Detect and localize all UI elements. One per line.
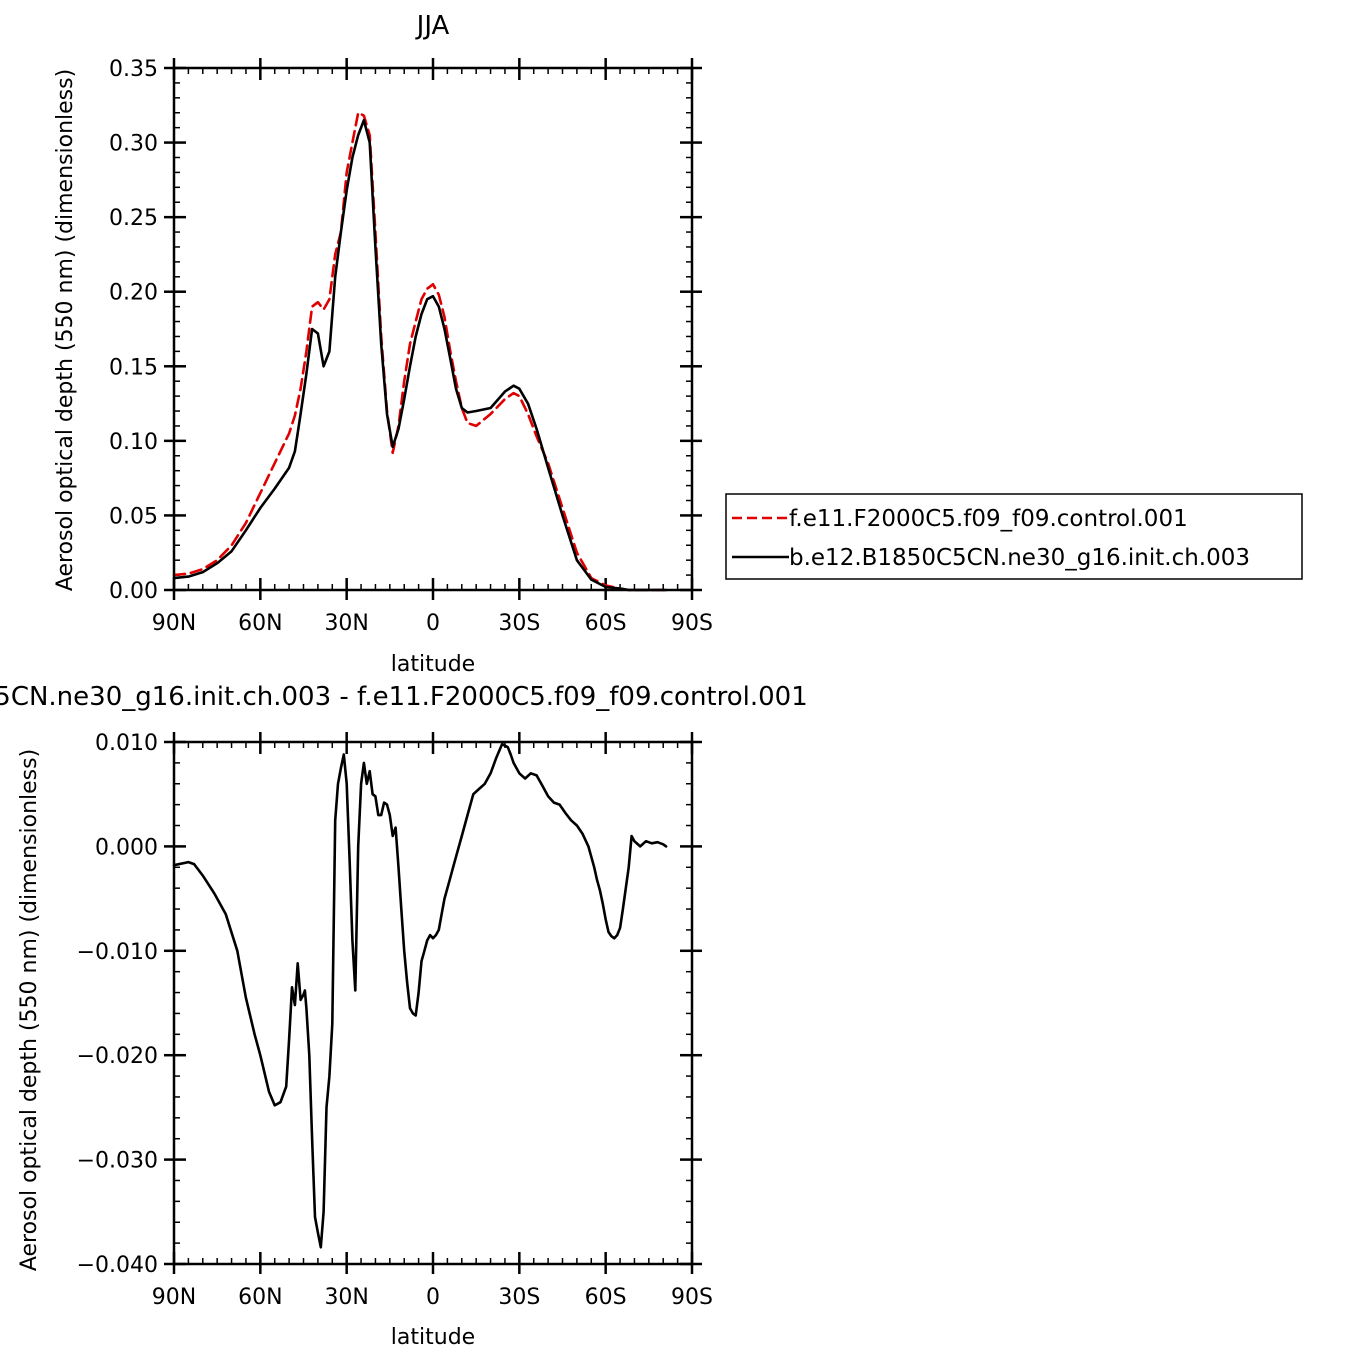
legend-label-experiment: b.e12.B1850C5CN.ne30_g16.init.ch.003 [789,545,1250,571]
top-chart-title: JJA [415,11,450,41]
legend: f.e11.F2000C5.f09_f09.control.001 b.e12.… [725,493,1303,580]
bottom-x-axis-label: latitude [391,1325,475,1350]
bottom-x-tick-label: 60N [238,1285,282,1310]
bottom-y-axis-label: Aerosol optical depth (550 nm) (dimensio… [17,749,42,1271]
top-y-tick-label: 0.05 [109,504,158,529]
top-x-tick-label: 30N [324,611,368,636]
top-x-tick-label: 30S [498,611,540,636]
top-y-tick-label: 0.35 [109,57,158,82]
bottom-panel: b.e12.B1850C5CN.ne30_g16.init.ch.003 - f… [0,682,808,1350]
bottom-y-tick-label: −0.010 [77,940,158,965]
bottom-x-tick-label: 90S [671,1285,713,1310]
top-series-line-experiment [172,118,668,592]
top-y-tick-label: 0.30 [109,132,158,157]
top-y-tick-label: 0.10 [109,430,158,455]
top-x-tick-label: 60S [585,611,627,636]
legend-label-control: f.e11.F2000C5.f09_f09.control.001 [789,506,1188,532]
bottom-plot-frame [172,740,694,1266]
top-x-tick-label: 0 [426,611,440,636]
top-y-tick-label: 0.25 [109,206,158,231]
legend-box [725,493,1303,580]
top-y-tick-label: 0.00 [109,579,158,604]
top-x-tick-label: 90N [152,611,196,636]
bottom-y-tick-label: 0.010 [95,731,158,756]
top-y-axis-label: Aerosol optical depth (550 nm) (dimensio… [53,69,78,591]
bottom-x-tick-label: 30N [324,1285,368,1310]
top-x-tick-label: 60N [238,611,282,636]
bottom-x-tick-label: 0 [426,1285,440,1310]
top-y-tick-label: 0.15 [109,355,158,380]
bottom-y-tick-label: −0.040 [77,1253,158,1278]
top-y-tick-group: 0.00 0.05 0.10 0.15 0.20 0.25 0.30 0.35 [109,57,702,604]
bottom-x-tick-label: 90N [152,1285,196,1310]
bottom-y-tick-label: −0.030 [77,1149,158,1174]
bottom-x-tick-label: 60S [585,1285,627,1310]
bottom-y-tick-label: −0.020 [77,1044,158,1069]
bottom-y-tick-label: 0.000 [95,835,158,860]
top-x-axis-label: latitude [391,652,475,677]
top-plot-frame [172,66,694,592]
bottom-series-line-experiment [172,742,668,1249]
top-series-group [172,111,668,592]
top-x-tick-label: 90S [671,611,713,636]
bottom-x-tick-label: 30S [498,1285,540,1310]
top-y-tick-label: 0.20 [109,281,158,306]
top-panel: JJA 0.00 0.05 0.10 0.15 0.20 0.25 0.30 0.35 90N… [53,11,713,677]
bottom-series-group [172,742,668,1249]
bottom-chart-title: b.e12.B1850C5CN.ne30_g16.init.ch.003 - f… [0,682,808,712]
